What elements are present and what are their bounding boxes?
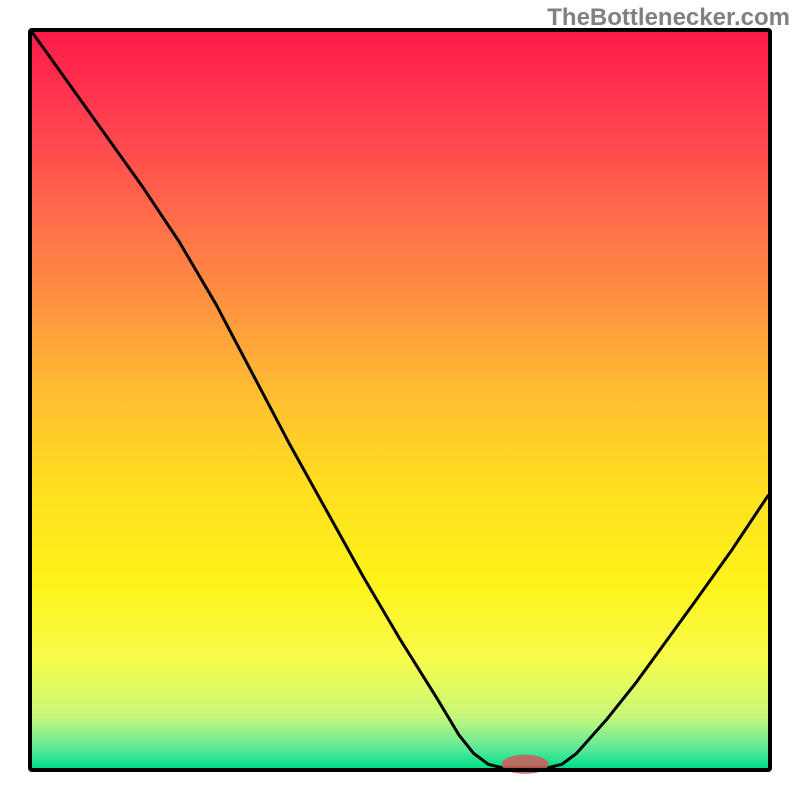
gradient-background <box>32 32 768 768</box>
chart-container: TheBottlenecker.com <box>0 0 800 800</box>
watermark-text: TheBottlenecker.com <box>547 4 790 32</box>
bottleneck-chart <box>0 0 800 800</box>
